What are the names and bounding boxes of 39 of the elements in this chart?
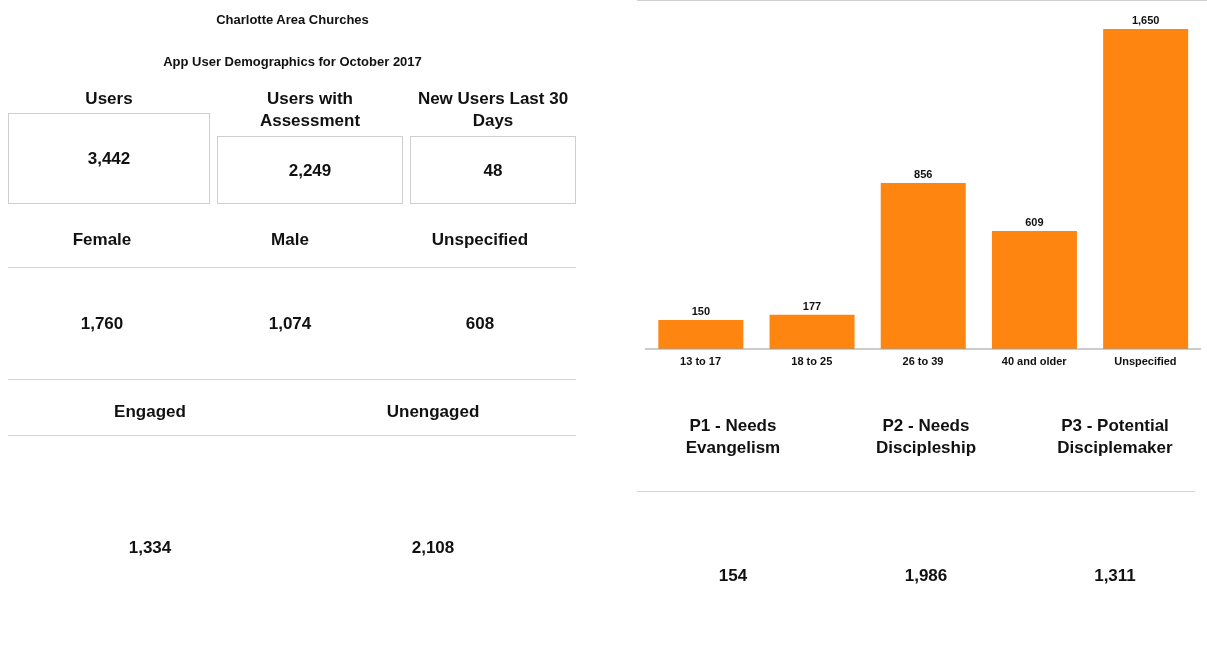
bar [769, 314, 855, 349]
text: 154 [717, 565, 749, 587]
text: 1,074 [267, 313, 313, 335]
x-tick-label: 40 and older [1001, 354, 1068, 367]
text: App User Demographics for October 2017 [162, 54, 423, 69]
data-label: 856 [914, 167, 933, 180]
text: Male [270, 229, 310, 251]
text: 1,760 [79, 313, 125, 335]
text: New Users Last 30 Days [416, 88, 570, 132]
text: Unspecified [430, 229, 530, 251]
text: P1 - Needs Evangelism [684, 415, 782, 459]
text: P3 - Potential Disciplemaker [1056, 415, 1174, 459]
text: 608 [464, 313, 496, 335]
x-tick-label: 18 to 25 [791, 354, 833, 367]
bar [880, 182, 966, 349]
data-label: 150 [691, 304, 711, 317]
x-tick-label: Unspecified [1114, 354, 1177, 367]
text: Female [71, 229, 133, 251]
text: 48 [482, 160, 504, 182]
text: 1,311 [1093, 565, 1137, 587]
data-label: 177 [802, 299, 822, 312]
text: 3,442 [86, 148, 132, 170]
text: 2,108 [410, 537, 456, 559]
bar [1103, 29, 1189, 349]
data-label: 1,650 [1131, 14, 1160, 26]
text: Users with Assessment [258, 88, 362, 132]
text: Unengaged [385, 401, 481, 423]
text: Engaged [113, 401, 187, 423]
text: Charlotte Area Churches [215, 12, 370, 27]
bar [658, 319, 744, 349]
text: 2,249 [287, 160, 333, 182]
x-tick-label: 13 to 17 [680, 354, 722, 367]
text: P2 - Needs Discipleship [874, 415, 978, 459]
bar [991, 230, 1077, 349]
text: Users [84, 88, 134, 110]
text: 1,986 [903, 565, 949, 587]
x-tick-label: 26 to 39 [902, 354, 944, 367]
data-label: 609 [1025, 215, 1044, 228]
text: 1,334 [127, 537, 173, 559]
